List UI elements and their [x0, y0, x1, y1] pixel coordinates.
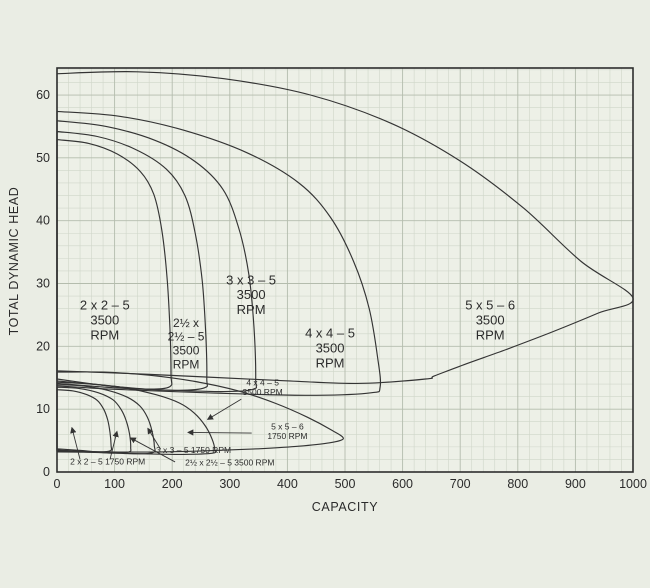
label-2h-3500: 2½ x 2½ – 5 3500 RPM — [168, 316, 205, 371]
label-5x5-3500: 5 x 5 – 6 3500 RPM — [465, 297, 515, 342]
grid-major — [57, 68, 633, 472]
y-tick-label: 40 — [36, 214, 50, 228]
y-tick-label: 50 — [36, 151, 50, 165]
callout-4x4-small-line: 3500 RPM — [243, 387, 283, 397]
callout-4x4-small-line: 4 x 4 – 5 — [246, 377, 279, 387]
callout-2h-small-line: 2½ x 2½ – 5 3500 RPM — [185, 458, 274, 468]
label-2x2-3500-line: RPM — [90, 327, 119, 342]
callout-5x5-1750-line: 5 x 5 – 6 — [271, 421, 304, 431]
y-tick-label: 10 — [36, 402, 50, 416]
callout-2x2-1750-leader-arrow — [109, 430, 119, 460]
y-tick-label: 20 — [36, 339, 50, 353]
label-2h-3500-line: RPM — [173, 357, 200, 371]
label-2h-3500-line: 2½ – 5 — [168, 330, 205, 344]
label-2h-3500-line: 2½ x — [173, 316, 199, 330]
x-tick-label: 100 — [104, 477, 125, 491]
label-5x5-3500-line: 3500 — [476, 312, 505, 327]
callout-2h-small: 2½ x 2½ – 5 3500 RPM — [185, 458, 274, 468]
x-tick-label: 1000 — [619, 477, 647, 491]
y-axis-title: TOTAL DYNAMIC HEAD — [7, 186, 21, 336]
x-tick-label: 200 — [162, 477, 183, 491]
x-tick-labels: 0 100 200 300 400 500 600 700 800 900 1000 — [54, 477, 647, 491]
label-3x3-3500: 3 x 3 – 5 3500 RPM — [226, 272, 276, 317]
callout-4x4-small: 4 x 4 – 5 3500 RPM — [243, 377, 283, 397]
callout-4x4-small-leader-arrow — [206, 398, 242, 420]
x-tick-label: 500 — [335, 477, 356, 491]
label-4x4-3500-line: 3500 — [316, 341, 345, 356]
label-4x4-3500-line: 4 x 4 – 5 — [305, 326, 355, 341]
callout-2x2-1750-leader-arrow — [70, 426, 81, 460]
label-2x2-3500: 2 x 2 – 5 3500 RPM — [80, 297, 130, 342]
x-tick-label: 800 — [507, 477, 528, 491]
envelope-4x4-5-3500-rpm-envelope — [56, 110, 382, 396]
label-5x5-3500-line: RPM — [476, 327, 505, 342]
callout-2x2-1750: 2 x 2 – 5 1750 RPM — [70, 456, 145, 466]
x-tick-label: 600 — [392, 477, 413, 491]
label-3x3-3500-line: RPM — [237, 302, 266, 317]
label-2h-3500-line: 3500 — [173, 343, 200, 357]
y-tick-label: 0 — [43, 465, 50, 479]
envelope-2-5x2-5-5-3500-rpm-envelope — [56, 130, 208, 391]
label-2x2-3500-line: 3500 — [90, 312, 119, 327]
x-tick-label: 900 — [565, 477, 586, 491]
envelope-5x5-6-1750-rpm-envelope — [56, 371, 344, 453]
x-tick-label: 0 — [54, 477, 61, 491]
x-axis-title: CAPACITY — [311, 500, 379, 514]
callout-labels: 4 x 4 – 5 3500 RPM 5 x 5 – 6 1750 RPM 3 x 3 … — [70, 377, 307, 467]
callout-2h-small-leader-arrow — [129, 437, 176, 463]
x-tick-label: 400 — [277, 477, 298, 491]
pump-envelopes — [56, 71, 634, 455]
label-2x2-3500-line: 2 x 2 – 5 — [80, 297, 130, 312]
envelope-5x5-6-3500-rpm-envelope — [56, 71, 634, 384]
callout-3x3-1750-leader-arrow — [147, 427, 162, 450]
callout-5x5-1750: 5 x 5 – 6 1750 RPM — [267, 421, 307, 441]
label-3x3-3500-line: 3500 — [237, 287, 266, 302]
y-tick-label: 60 — [36, 88, 50, 102]
x-tick-label: 300 — [219, 477, 240, 491]
callout-5x5-1750-leader-arrow — [187, 429, 252, 436]
label-4x4-3500-line: RPM — [316, 356, 345, 371]
callout-5x5-1750-line: 1750 RPM — [267, 431, 307, 441]
x-tick-label: 700 — [450, 477, 471, 491]
label-5x5-3500-line: 5 x 5 – 6 — [465, 297, 515, 312]
envelope-3x3-5-3500-rpm-envelope — [56, 120, 258, 393]
y-tick-labels: 0 10 20 30 40 50 60 — [36, 88, 50, 479]
callout-2x2-1750-line: 2 x 2 – 5 1750 RPM — [70, 456, 145, 466]
callout-3x3-1750: 3 x 3 – 5 1750 RPM — [156, 445, 231, 455]
label-3x3-3500-line: 3 x 3 – 5 — [226, 272, 276, 287]
y-tick-label: 30 — [36, 277, 50, 291]
label-4x4-3500: 4 x 4 – 5 3500 RPM — [305, 326, 355, 371]
callout-3x3-1750-line: 3 x 3 – 5 1750 RPM — [156, 445, 231, 455]
